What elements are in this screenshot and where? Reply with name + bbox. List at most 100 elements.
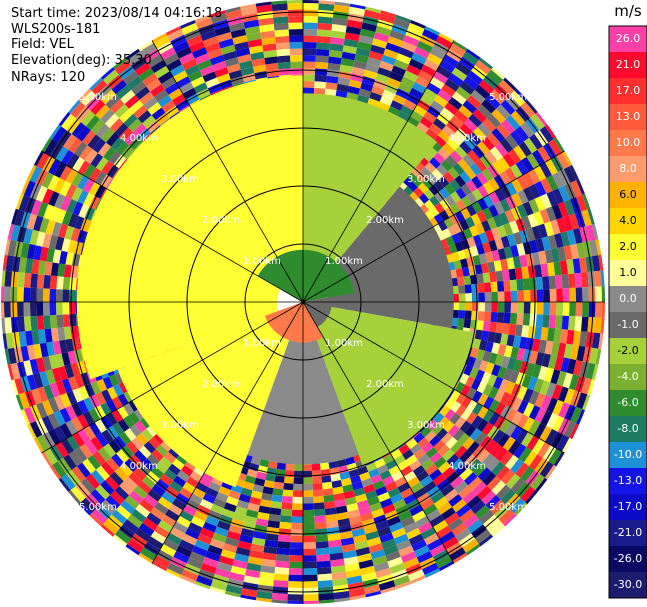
noise-cell [445, 235, 455, 247]
noise-cell [146, 120, 160, 133]
noise-cell [274, 475, 285, 484]
noise-cell [556, 302, 563, 316]
noise-cell [454, 445, 468, 459]
noise-cell [455, 199, 467, 211]
range-label: 2.00km [366, 379, 404, 390]
noise-cell [17, 316, 26, 332]
noise-cell [131, 436, 144, 450]
noise-cell [357, 465, 369, 476]
noise-cell [533, 165, 547, 182]
noise-cell [474, 158, 488, 173]
noise-cell [163, 451, 177, 464]
noise-cell [560, 357, 571, 373]
noise-cell [452, 302, 459, 311]
noise-cell [138, 445, 152, 459]
noise-cell [36, 315, 45, 330]
noise-cell [448, 243, 458, 254]
noise-cell [520, 466, 535, 482]
noise-cell [176, 76, 191, 89]
noise-cell [340, 537, 355, 546]
noise-cell [332, 17, 348, 26]
noise-cell [441, 228, 452, 239]
noise-cell [281, 502, 293, 510]
noise-cell [337, 518, 351, 527]
noise-cell [439, 59, 456, 74]
noise-cell [276, 547, 291, 556]
noise-cell [553, 261, 562, 276]
noise-cell [505, 114, 521, 131]
noise-cell [363, 9, 381, 20]
noise-cell [513, 443, 527, 459]
noise-cell [451, 522, 468, 537]
noise-cell [68, 490, 81, 505]
noise-cell [142, 73, 158, 87]
velocity-sector [117, 310, 295, 488]
noise-cell [261, 558, 276, 568]
noise-cell [375, 486, 388, 497]
noise-cell [513, 359, 523, 373]
noise-cell [370, 474, 383, 485]
noise-cell [283, 476, 294, 484]
noise-cell [314, 521, 327, 530]
noise-cell [150, 466, 164, 479]
noise-cell [224, 57, 240, 68]
colorbar-tick-label: -1.0 [617, 318, 638, 331]
noise-cell [469, 162, 482, 176]
colorbar-tick-label: 10.0 [616, 136, 641, 149]
noise-cell [455, 393, 467, 405]
noise-cell [563, 199, 576, 216]
noise-cell [490, 89, 506, 105]
noise-cell [340, 477, 352, 487]
noise-cell [100, 499, 116, 515]
noise-cell [521, 325, 530, 338]
noise-cell [39, 370, 50, 387]
noise-cell [428, 217, 439, 228]
noise-cell [572, 330, 581, 346]
noise-cell [277, 534, 291, 543]
noise-cell [259, 571, 275, 580]
noise-cell [173, 70, 188, 83]
noise-cell [244, 569, 261, 579]
noise-cell [139, 499, 154, 513]
noise-cell [525, 99, 538, 114]
noise-cell [287, 594, 303, 601]
noise-cell [467, 441, 480, 455]
colorbar-swatch [609, 26, 647, 53]
noise-cell [235, 546, 251, 557]
noise-cell [271, 3, 288, 12]
noise-cell [539, 208, 551, 224]
noise-cell [411, 176, 423, 188]
noise-cell [42, 399, 54, 416]
noise-cell [49, 206, 61, 222]
noise-cell [349, 594, 366, 601]
noise-cell [448, 517, 464, 531]
noise-cell [517, 189, 529, 205]
noise-cell [575, 287, 583, 302]
noise-cell [340, 58, 355, 67]
noise-cell [529, 239, 539, 254]
noise-cell [548, 275, 557, 290]
noise-cell [67, 350, 77, 365]
noise-cell [513, 231, 523, 245]
noise-cell [483, 194, 495, 208]
noise-cell [553, 328, 562, 343]
noise-cell [194, 53, 210, 65]
noise-cell [455, 128, 469, 142]
noise-cell [503, 513, 517, 527]
noise-cell [90, 489, 106, 505]
noise-cell [371, 38, 388, 49]
noise-cell [23, 272, 32, 288]
noise-cell [389, 521, 404, 533]
noise-cell [458, 285, 466, 294]
noise-cell [102, 519, 119, 535]
noise-cell [191, 545, 208, 557]
noise-cell [111, 136, 125, 151]
noise-cell [462, 99, 477, 114]
noise-cell [587, 208, 595, 225]
noise-cell [179, 487, 193, 500]
noise-cell [36, 302, 44, 316]
noise-cell [398, 510, 413, 522]
noise-cell [548, 314, 557, 329]
noise-cell [85, 114, 101, 131]
noise-cell [303, 490, 314, 497]
